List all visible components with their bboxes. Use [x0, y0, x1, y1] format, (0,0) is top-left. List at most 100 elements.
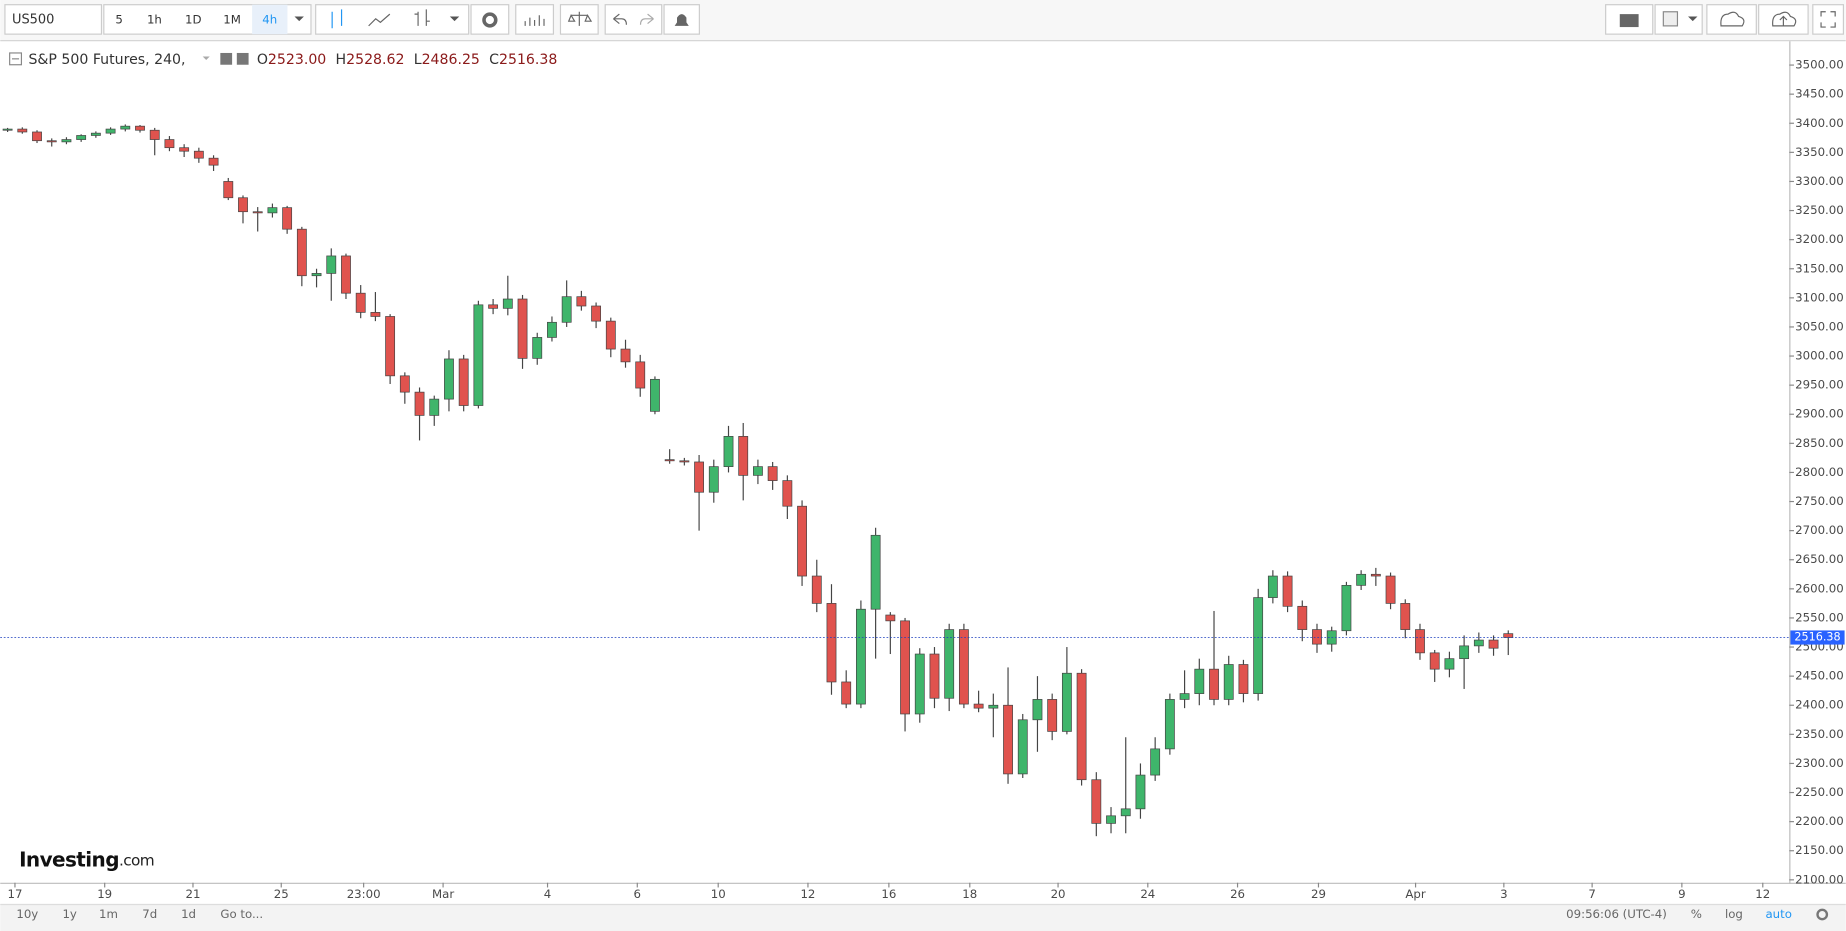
- title-dropdown[interactable]: [202, 56, 210, 61]
- candle-body: [958, 629, 969, 705]
- candle-body: [1017, 719, 1028, 775]
- log-toggle[interactable]: log: [1725, 907, 1743, 921]
- candle-body: [17, 128, 28, 133]
- candle-body: [282, 207, 293, 230]
- x-tick-label: 23:00: [347, 887, 381, 901]
- interval[interactable]: 5: [115, 13, 122, 27]
- close-key: C: [489, 52, 499, 68]
- candle-body: [605, 320, 616, 350]
- candle-body: [694, 461, 704, 493]
- last-price-label: 2516.38: [1794, 631, 1840, 644]
- y-tick-label: 2200.00: [1795, 814, 1844, 828]
- collapse-toggle[interactable]: [9, 52, 23, 66]
- y-tick-label: 3300.00: [1795, 174, 1844, 188]
- symbol-box[interactable]: [4, 4, 103, 35]
- candle-body: [1488, 639, 1499, 649]
- interval[interactable]: 1h: [147, 13, 162, 27]
- candle-body: [135, 125, 145, 131]
- eye-icon[interactable]: [220, 52, 233, 65]
- redo-icon[interactable]: [639, 13, 654, 25]
- settings-gear[interactable]: [1816, 908, 1829, 921]
- candle-body: [855, 608, 866, 705]
- dropdown[interactable]: [1688, 16, 1698, 22]
- candle-body: [620, 348, 631, 363]
- candle-body: [193, 150, 204, 159]
- indicators-button[interactable]: [515, 4, 555, 35]
- y-tick-label: 2400.00: [1795, 698, 1844, 712]
- settings-icon[interactable]: [236, 52, 249, 65]
- x-tick-label: 12: [1755, 887, 1770, 901]
- y-tick-label: 2850.00: [1795, 436, 1844, 450]
- low-key: L: [414, 52, 422, 68]
- candle-body: [797, 505, 807, 577]
- y-tick-label: 2600.00: [1795, 581, 1844, 595]
- layout-button[interactable]: [1654, 4, 1703, 35]
- candle-body: [1238, 664, 1249, 694]
- cloud-upload-icon: [1772, 11, 1797, 27]
- y-tick-label: 2650.00: [1795, 552, 1844, 566]
- dropdown[interactable]: [294, 16, 304, 22]
- symbol[interactable]: US500: [12, 13, 54, 28]
- bar-icon[interactable]: [414, 9, 430, 26]
- percent-toggle[interactable]: %: [1691, 907, 1702, 921]
- candle-body: [826, 603, 837, 683]
- candle-body: [370, 312, 381, 317]
- range-button[interactable]: 1m: [99, 907, 118, 921]
- gear-icon: [482, 12, 498, 28]
- low-value: 2486.25: [422, 52, 480, 68]
- candle-body: [973, 703, 984, 709]
- x-tick-label: 29: [1311, 887, 1326, 901]
- alert-icon: [674, 14, 689, 26]
- watermark-brand: Investing: [19, 847, 119, 871]
- last-price-tag: [1790, 630, 1845, 645]
- x-tick-label: 3: [1500, 887, 1507, 901]
- range-button[interactable]: 1y: [62, 907, 76, 921]
- plot: [0, 124, 1790, 837]
- goto-button[interactable]: Go to...: [220, 907, 263, 921]
- candle-body: [473, 304, 484, 406]
- candle-body: [414, 391, 425, 416]
- x-tick-label: 25: [274, 887, 289, 901]
- y-tick-label: 2900.00: [1795, 407, 1844, 421]
- candle-body: [1032, 699, 1043, 721]
- watermark: Investing.com: [19, 847, 154, 871]
- candle-body: [488, 304, 499, 309]
- candle-body: [223, 181, 234, 199]
- x-tick-label: 12: [800, 887, 815, 901]
- settings-button[interactable]: [470, 4, 510, 35]
- x-tick-label: 7: [1588, 887, 1595, 901]
- dropdown[interactable]: [449, 16, 460, 22]
- candle-body: [1385, 575, 1396, 604]
- candle-body: [1267, 575, 1278, 598]
- line-icon[interactable]: [368, 13, 391, 27]
- x-tick-label: 17: [7, 887, 22, 901]
- open-key: O: [257, 52, 268, 68]
- range-button[interactable]: 7d: [142, 907, 157, 921]
- clock: 09:56:06 (UTC-4): [1566, 907, 1667, 921]
- candle-body: [355, 292, 366, 313]
- high-value: 2528.62: [346, 52, 404, 68]
- indicators-icon: [524, 15, 545, 26]
- auto-toggle[interactable]: auto: [1765, 907, 1791, 921]
- interval[interactable]: 4h: [262, 13, 277, 27]
- y-tick-label: 3500.00: [1795, 58, 1844, 72]
- interval[interactable]: 1D: [185, 13, 202, 27]
- y-tick-label: 3000.00: [1795, 349, 1844, 363]
- candle-body: [311, 273, 322, 277]
- y-tick-label: 2800.00: [1795, 465, 1844, 479]
- candle-body: [547, 321, 557, 338]
- candle-body: [76, 135, 87, 140]
- candle-body: [1370, 573, 1381, 577]
- candle-body: [635, 361, 646, 389]
- cloud-load[interactable]: [1706, 4, 1757, 35]
- candle-body: [1076, 672, 1087, 781]
- undo-icon[interactable]: [613, 13, 627, 25]
- x-tick-label: 19: [97, 887, 112, 901]
- interval[interactable]: 1M: [223, 13, 241, 27]
- candle-icon[interactable]: [331, 9, 343, 29]
- x-tick-label: 20: [1051, 887, 1066, 901]
- range-button[interactable]: 10y: [16, 907, 38, 921]
- candle-body: [296, 228, 307, 277]
- fullscreen-button[interactable]: [1812, 4, 1844, 35]
- range-button[interactable]: 1d: [181, 907, 196, 921]
